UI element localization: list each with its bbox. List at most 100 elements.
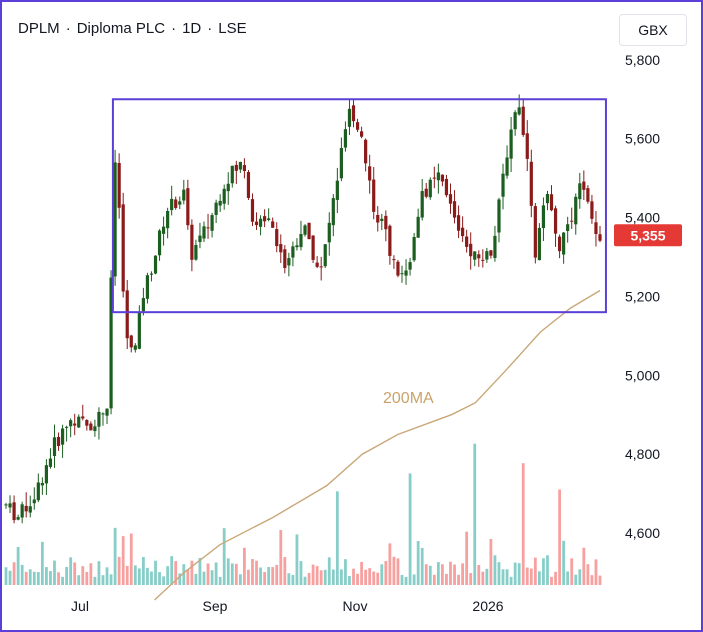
volume-bar	[117, 556, 121, 585]
volume-bar	[473, 443, 477, 585]
volume-bar	[105, 567, 109, 585]
candle-down	[311, 235, 315, 260]
candle-up	[44, 465, 49, 484]
volume-bar	[113, 527, 117, 585]
candle-up	[400, 273, 404, 275]
volume-bar	[323, 569, 327, 585]
volume-bar	[73, 562, 77, 585]
y-tick-label: 4,800	[625, 446, 660, 462]
volume-bar	[513, 562, 517, 585]
range-box	[111, 98, 607, 314]
y-tick-label: 5,200	[625, 288, 660, 304]
volume-bar	[331, 569, 335, 585]
candle-up	[501, 173, 505, 197]
volume-bar	[590, 575, 594, 585]
volume-bar	[178, 573, 182, 585]
volume-bar	[574, 574, 578, 585]
volume-bar	[158, 572, 161, 585]
volume-bar	[497, 562, 501, 585]
volume-bar	[247, 569, 250, 585]
volume-bar	[49, 571, 52, 585]
candle-up	[101, 413, 105, 415]
volume-bar	[542, 558, 545, 585]
volume-bar	[392, 556, 396, 585]
candle-up	[562, 232, 566, 255]
candle-down	[206, 227, 210, 229]
candle-up	[493, 235, 497, 258]
volume-bar	[194, 573, 198, 585]
volume-bar	[133, 565, 137, 585]
candle-down	[174, 199, 178, 208]
volume-bar	[174, 561, 178, 585]
candle-down	[372, 179, 376, 212]
y-tick-label: 4,600	[625, 525, 660, 541]
volume-bar	[477, 565, 481, 585]
candle-down	[283, 249, 287, 269]
volume-bar	[400, 574, 404, 585]
volume-bar	[412, 574, 416, 585]
candle-down	[440, 174, 445, 182]
candle-up	[69, 420, 73, 427]
candle-up	[485, 251, 489, 260]
candle-down	[396, 261, 400, 276]
volume-bar	[554, 571, 557, 585]
volume-bar	[295, 534, 299, 585]
volume-bar	[162, 576, 165, 585]
currency-button[interactable]: GBX	[619, 14, 687, 46]
candle-down	[263, 216, 267, 222]
volume-bar	[238, 574, 242, 585]
candle-up	[202, 226, 206, 239]
volume-bar	[251, 559, 254, 585]
volume-bar	[206, 563, 210, 585]
candle-down	[384, 215, 388, 230]
candle-down	[452, 201, 457, 218]
interval[interactable]: 1D	[182, 19, 202, 37]
volume-bar	[279, 530, 283, 585]
candle-down	[319, 266, 323, 268]
volume-bar	[125, 565, 129, 585]
volume-bar	[529, 568, 533, 585]
candle-down	[186, 188, 190, 226]
candle-down	[553, 208, 558, 234]
volume-bar	[501, 569, 505, 585]
candle-down	[246, 172, 251, 198]
candle-down	[275, 229, 279, 247]
volume-bar	[198, 557, 202, 585]
candle-down	[234, 164, 238, 171]
candle-up	[545, 193, 550, 204]
volume-bar	[230, 563, 234, 585]
volume-bar	[12, 562, 16, 585]
volume-bar	[436, 562, 440, 585]
y-tick-label: 5,800	[625, 52, 660, 68]
x-tick-label: 2026	[472, 598, 503, 614]
volume-bar	[578, 569, 582, 585]
volume-bar	[170, 556, 174, 585]
y-tick-label: 5,600	[625, 131, 660, 147]
volume-bar	[182, 564, 186, 585]
volume-bar	[445, 573, 448, 585]
candle-up	[347, 108, 352, 127]
candle-up	[214, 202, 218, 215]
volume-bar	[315, 566, 319, 585]
candle-down	[279, 244, 283, 253]
candle-down	[81, 416, 85, 419]
candle-down	[307, 222, 311, 240]
volume-bar	[4, 567, 8, 585]
candle-up	[105, 408, 109, 416]
candle-up	[109, 277, 113, 409]
candle-up	[541, 205, 546, 229]
volume-bar	[299, 561, 303, 585]
volume-bar	[263, 572, 267, 585]
candle-down	[242, 165, 247, 172]
candle-down	[271, 221, 275, 228]
volume-bar	[408, 473, 412, 585]
volume-bar	[481, 571, 485, 585]
candle-down	[85, 420, 89, 426]
candle-down	[376, 214, 380, 223]
volume-bar	[582, 547, 586, 585]
volume-bar	[558, 489, 561, 585]
volume-bar	[93, 576, 97, 585]
volume-bar	[101, 575, 105, 585]
volume-bar	[57, 572, 60, 585]
